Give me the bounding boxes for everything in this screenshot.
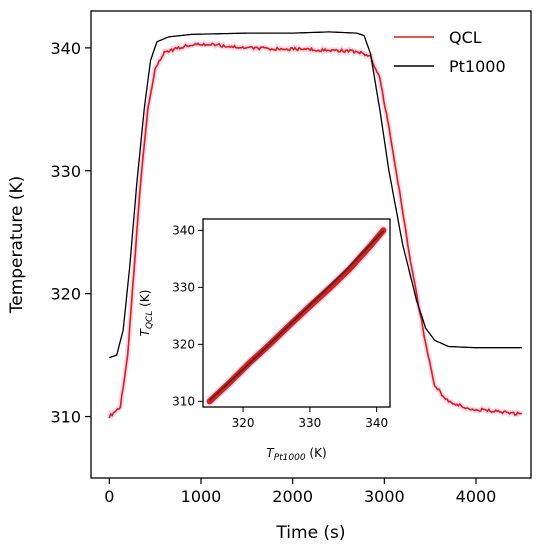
legend: QCL Pt1000 xyxy=(394,28,506,76)
y-tick-label: 310 xyxy=(50,408,81,427)
x-tick-label: 0 xyxy=(104,487,114,506)
x-tick-label: 2000 xyxy=(272,487,313,506)
x-tick-label: 4000 xyxy=(456,487,497,506)
y-tick-label: 340 xyxy=(50,39,81,58)
series-line-pt1000 xyxy=(109,31,522,359)
inset-y-tick-label: 320 xyxy=(172,337,195,351)
legend-label-qcl: QCL xyxy=(449,28,482,47)
inset-x-tick-label: 330 xyxy=(298,416,321,430)
inset-x-tick-label: 320 xyxy=(232,416,255,430)
inset-plot: 320 330 340 310 320 330 340 TPt1000 (K) TQCL (K) xyxy=(138,218,391,463)
inset-x-tick-label: 340 xyxy=(365,416,388,430)
inset-y-tick-label: 310 xyxy=(172,394,195,408)
inset-frame xyxy=(202,218,391,408)
series-line-qcl xyxy=(108,42,523,419)
inset-scatter-core xyxy=(209,230,384,401)
legend-label-pt1000: Pt1000 xyxy=(449,57,506,76)
y-axis-label: Temperature (K) xyxy=(7,176,27,315)
main-plot: 0 1000 2000 3000 4000 310 320 330 340 Time (s) Tem… xyxy=(7,10,532,543)
x-tick-label: 3000 xyxy=(364,487,405,506)
x-tick-label: 1000 xyxy=(181,487,222,506)
y-tick-label: 320 xyxy=(50,285,81,304)
y-tick-label: 330 xyxy=(50,162,81,181)
inset-y-tick-label: 340 xyxy=(172,223,195,237)
x-axis-label: Time (s) xyxy=(275,523,345,543)
inset-y-tick-label: 330 xyxy=(172,280,195,294)
inset-y-axis-label: TQCL (K) xyxy=(138,290,155,337)
inset-x-axis-label: TPt1000 (K) xyxy=(266,446,326,463)
main-plot-frame xyxy=(90,10,532,479)
